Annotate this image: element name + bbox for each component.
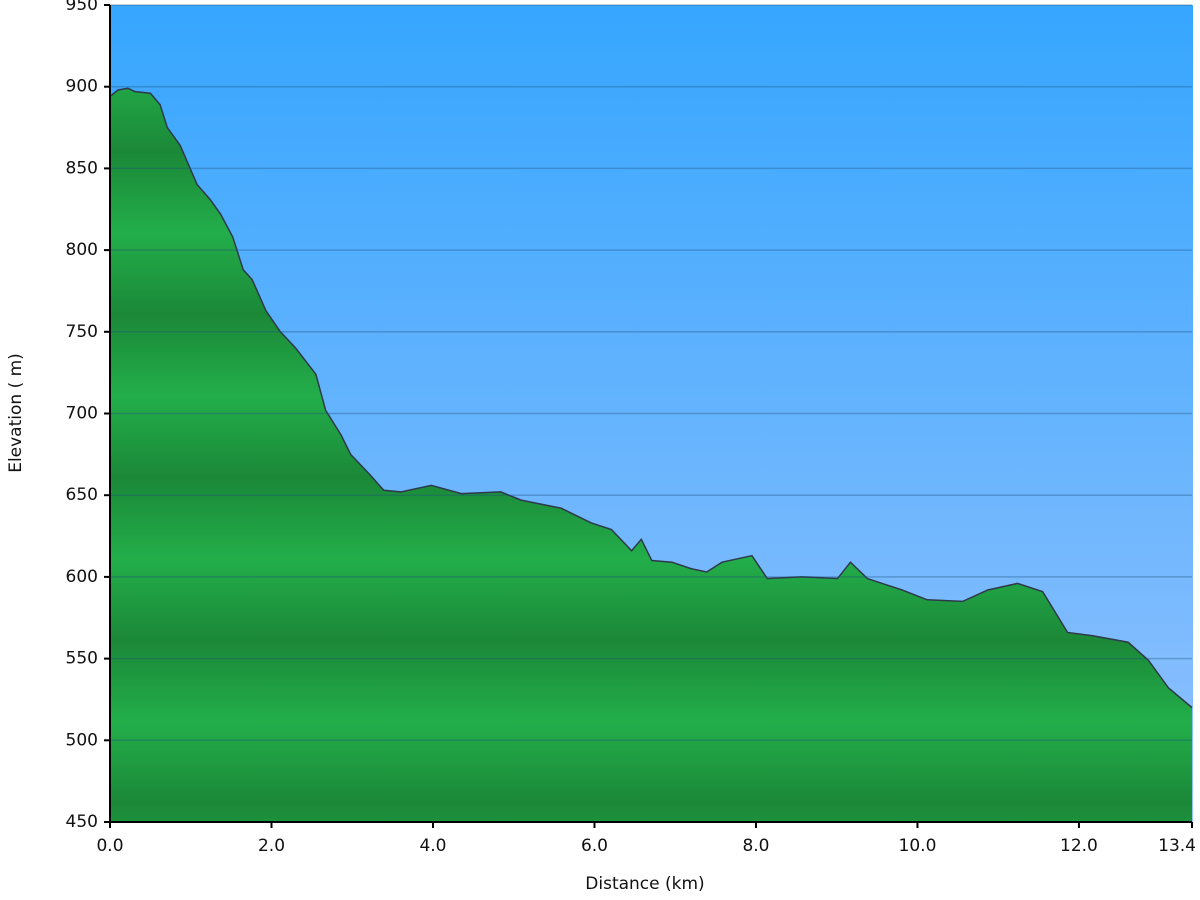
y-tick-label: 750 [66, 322, 98, 342]
y-tick-label: 800 [66, 240, 98, 260]
y-tick-label: 600 [66, 567, 98, 587]
area-outline [109, 87, 1193, 709]
x-tick-label: 4.0 [419, 836, 446, 856]
x-tick-label: 0.0 [96, 836, 123, 856]
y-tick-label: 700 [66, 404, 98, 424]
y-tick-label: 500 [66, 730, 98, 750]
area [110, 88, 1192, 823]
y-tick-label: 650 [66, 485, 98, 505]
x-tick-label: 10.0 [899, 836, 937, 856]
y-tick-label: 550 [66, 649, 98, 669]
x-tick-label: 12.0 [1060, 836, 1098, 856]
x-axis-label: Distance (km) [585, 874, 704, 894]
y-tick-label: 900 [66, 77, 98, 97]
y-tick-label: 950 [66, 0, 98, 15]
x-tick-label: 8.0 [742, 836, 769, 856]
y-tick-label: 850 [66, 158, 98, 178]
x-tick-label: 6.0 [581, 836, 608, 856]
y-axis-label: Elevation ( m) [6, 353, 26, 473]
x-tick-label: 13.4 [1158, 836, 1196, 856]
y-tick-label: 450 [66, 812, 98, 832]
x-tick-label: 2.0 [258, 836, 285, 856]
